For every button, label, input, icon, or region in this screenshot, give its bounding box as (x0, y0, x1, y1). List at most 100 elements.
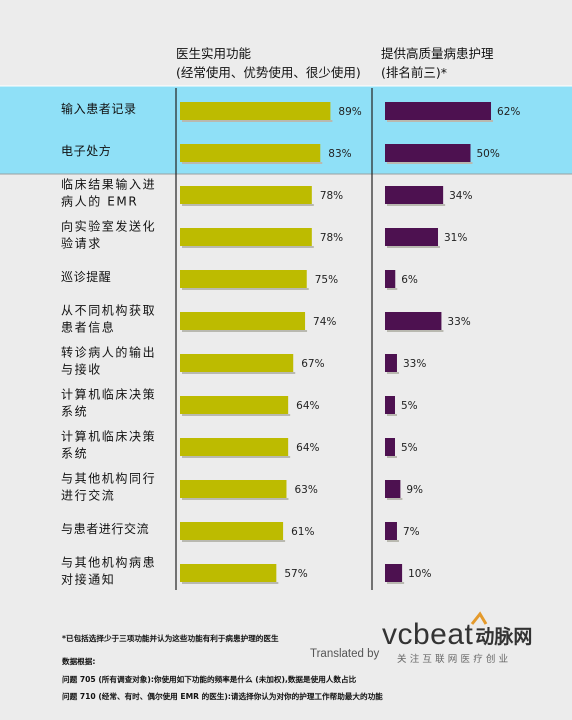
quality-bar (385, 144, 471, 162)
right-header-line2: (排名前三)* (381, 65, 448, 80)
category-label: 巡诊提醒 (61, 269, 111, 284)
usage-bar (180, 186, 312, 204)
right-header-line1: 提供高质量病患护理 (381, 46, 494, 61)
left-column-header: 医生实用功能 (经常使用、优势使用、很少使用) (176, 44, 361, 82)
usage-bar (180, 102, 331, 120)
quality-value-label: 33% (447, 316, 470, 328)
usage-bar (180, 354, 294, 372)
category-label: 计算机临床决策系统 (61, 429, 156, 461)
category-label-line: 转诊病人的输出 (61, 345, 156, 360)
usage-bar-shadow (182, 498, 289, 500)
quality-bar (385, 564, 403, 582)
category-label: 电子处方 (61, 143, 111, 158)
usage-bar (180, 144, 321, 162)
logo-cn: 动脉网 (475, 625, 533, 648)
footnote-source-title: 数据根据: (62, 657, 96, 666)
category-label-line: 与其他机构病患 (61, 555, 156, 570)
quality-value-label: 7% (403, 526, 420, 538)
quality-value-label: 31% (444, 232, 467, 244)
quality-bar (385, 228, 439, 246)
usage-bar-shadow (182, 120, 333, 122)
left-header-line1: 医生实用功能 (176, 46, 252, 61)
quality-value-label: 10% (408, 568, 431, 580)
usage-bar-shadow (182, 582, 279, 584)
quality-value-label: 5% (401, 442, 418, 454)
right-column-header: 提供高质量病患护理 (排名前三)* (381, 44, 494, 82)
usage-value-label: 63% (294, 484, 317, 496)
usage-bar-shadow (182, 330, 308, 332)
quality-bar (385, 396, 395, 414)
left-header-line2: (经常使用、优势使用、很少使用) (176, 65, 361, 80)
footnote-q705: 问题 705 (所有调查对象):你使用如下功能的频率是什么 (未加权),数据是使… (62, 675, 357, 684)
usage-bar-shadow (182, 288, 309, 290)
usage-bar (180, 564, 277, 582)
quality-bar-shadow (387, 372, 399, 374)
usage-value-label: 67% (301, 358, 324, 370)
quality-bar (385, 522, 397, 540)
category-label: 与其他机构病患对接通知 (61, 555, 156, 587)
category-label-line: 对接通知 (61, 572, 115, 587)
usage-value-label: 57% (284, 568, 307, 580)
quality-bar (385, 102, 492, 120)
category-label-line: 与患者进行交流 (61, 521, 149, 536)
category-label: 临床结果输入进病人的 EMR (61, 177, 156, 209)
usage-value-label: 78% (320, 232, 343, 244)
logo-slogan: 关注互联网医疗创业 (397, 654, 512, 665)
category-label: 向实验室发送化验请求 (61, 219, 156, 251)
quality-value-label: 5% (401, 400, 418, 412)
quality-bar-shadow (387, 414, 397, 416)
quality-value-label: 9% (406, 484, 423, 496)
category-label-line: 验请求 (61, 236, 102, 251)
category-label-line: 计算机临床决策 (61, 429, 156, 444)
translated-by: Translated by (310, 648, 380, 660)
category-label-line: 输入患者记录 (61, 101, 137, 116)
usage-bar (180, 522, 284, 540)
category-label-line: 从不同机构获取 (61, 303, 156, 318)
quality-bar (385, 186, 444, 204)
usage-bar (180, 270, 307, 288)
category-label: 计算机临床决策系统 (61, 387, 156, 419)
usage-bar-shadow (182, 456, 291, 458)
quality-bar-shadow (387, 540, 399, 542)
quality-value-label: 62% (497, 106, 520, 118)
category-label: 输入患者记录 (61, 101, 137, 116)
quality-bar-shadow (387, 246, 441, 248)
usage-value-label: 74% (313, 316, 336, 328)
logo-accent-icon (470, 611, 488, 625)
category-label-line: 系统 (61, 447, 88, 461)
quality-bar-shadow (387, 456, 397, 458)
category-label-line: 患者信息 (61, 320, 115, 335)
category-label-line: 与其他机构同行 (61, 471, 156, 486)
category-label-line: 巡诊提醒 (61, 269, 111, 284)
usage-value-label: 75% (315, 274, 338, 286)
category-label: 转诊病人的输出与接收 (61, 345, 156, 377)
usage-bar (180, 396, 289, 414)
category-label-line: 计算机临床决策 (61, 387, 156, 402)
usage-bar (180, 480, 287, 498)
category-label-line: 系统 (61, 405, 88, 419)
usage-bar (180, 438, 289, 456)
usage-value-label: 78% (320, 190, 343, 202)
category-label: 从不同机构获取患者信息 (61, 303, 156, 335)
usage-bar-shadow (182, 414, 291, 416)
quality-bar (385, 312, 442, 330)
usage-bar-shadow (182, 162, 323, 164)
quality-bar-shadow (387, 120, 494, 122)
category-label-line: 临床结果输入进 (61, 177, 156, 192)
usage-bar-shadow (182, 540, 286, 542)
quality-value-label: 33% (403, 358, 426, 370)
quality-value-label: 50% (477, 148, 500, 160)
category-label-line: 病人的 EMR (61, 194, 138, 209)
usage-value-label: 61% (291, 526, 314, 538)
quality-bar-shadow (387, 204, 446, 206)
category-label-line: 电子处方 (61, 143, 111, 158)
quality-bar (385, 354, 397, 372)
usage-value-label: 64% (296, 400, 319, 412)
quality-bar (385, 438, 395, 456)
category-label-line: 进行交流 (61, 488, 115, 503)
category-label-line: 向实验室发送化 (61, 219, 156, 234)
vcbeat-logo: vcbeat 动脉网 (382, 618, 532, 652)
usage-value-label: 64% (296, 442, 319, 454)
category-label: 与其他机构同行进行交流 (61, 471, 156, 503)
usage-bar-shadow (182, 246, 314, 248)
